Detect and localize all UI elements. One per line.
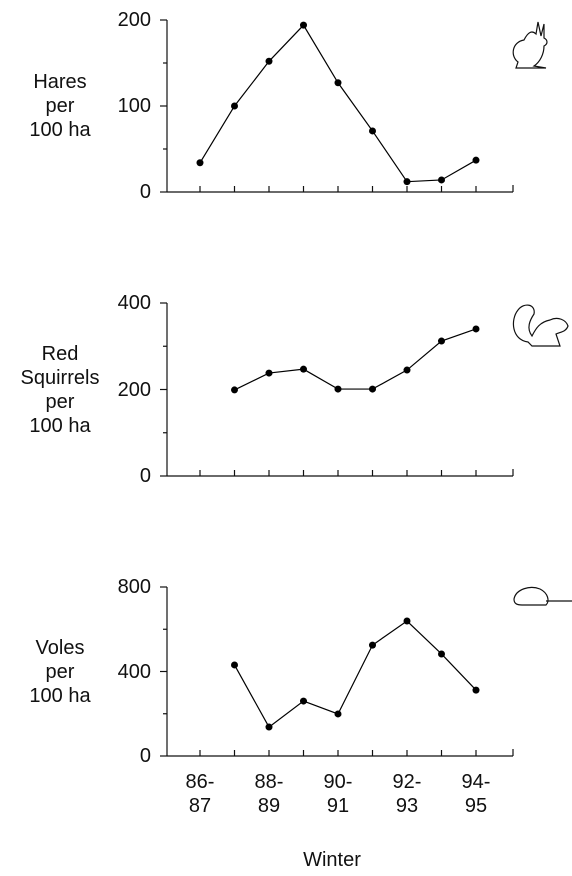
point — [472, 686, 480, 694]
point — [403, 178, 411, 186]
point — [196, 159, 204, 167]
y-axis-label: Hares per 100 ha — [29, 71, 91, 141]
y-tick-label: 0 — [139, 745, 151, 767]
vole-icon — [513, 586, 572, 606]
x-tick-label: 92- 93 — [392, 771, 422, 817]
y-tick-label: 100 — [117, 95, 151, 117]
point — [231, 386, 238, 394]
x-tick-label: 88- 89 — [254, 771, 284, 817]
point — [231, 661, 238, 669]
hare-icon — [512, 21, 548, 69]
point — [472, 325, 480, 333]
point — [472, 156, 480, 164]
point — [369, 641, 376, 649]
y-tick-label: 0 — [139, 465, 151, 487]
point — [438, 650, 445, 658]
point — [265, 57, 273, 65]
point — [334, 79, 342, 87]
point — [300, 365, 307, 373]
point — [438, 337, 445, 345]
y-tick-label: 800 — [117, 576, 151, 598]
point — [369, 385, 376, 393]
point — [334, 710, 342, 718]
point — [300, 697, 307, 705]
point — [300, 21, 307, 29]
squirrel-icon — [512, 304, 569, 347]
x-axis-label: Winter — [303, 849, 361, 871]
point — [369, 127, 376, 135]
y-tick-label: 400 — [117, 660, 151, 683]
y-axis-label: Red Squirrels per 100 ha — [20, 342, 100, 437]
y-tick-label: 200 — [117, 9, 151, 31]
y-axis-label: Voles per 100 ha — [29, 636, 91, 707]
line — [199, 24, 477, 183]
x-tick-label: 94- 95 — [461, 771, 491, 817]
line — [234, 328, 477, 391]
y-tick-label: 0 — [139, 181, 151, 203]
point — [334, 385, 342, 393]
point — [403, 366, 411, 374]
line — [233, 620, 477, 728]
y-tick-label: 200 — [117, 378, 151, 401]
y-tick-label: 400 — [117, 292, 151, 314]
point — [231, 102, 238, 110]
point — [265, 369, 273, 377]
point — [438, 176, 445, 184]
x-tick-label: 86- 87 — [185, 771, 215, 817]
x-tick-label: 90- 91 — [323, 771, 353, 817]
point — [403, 617, 411, 625]
point — [265, 723, 273, 731]
